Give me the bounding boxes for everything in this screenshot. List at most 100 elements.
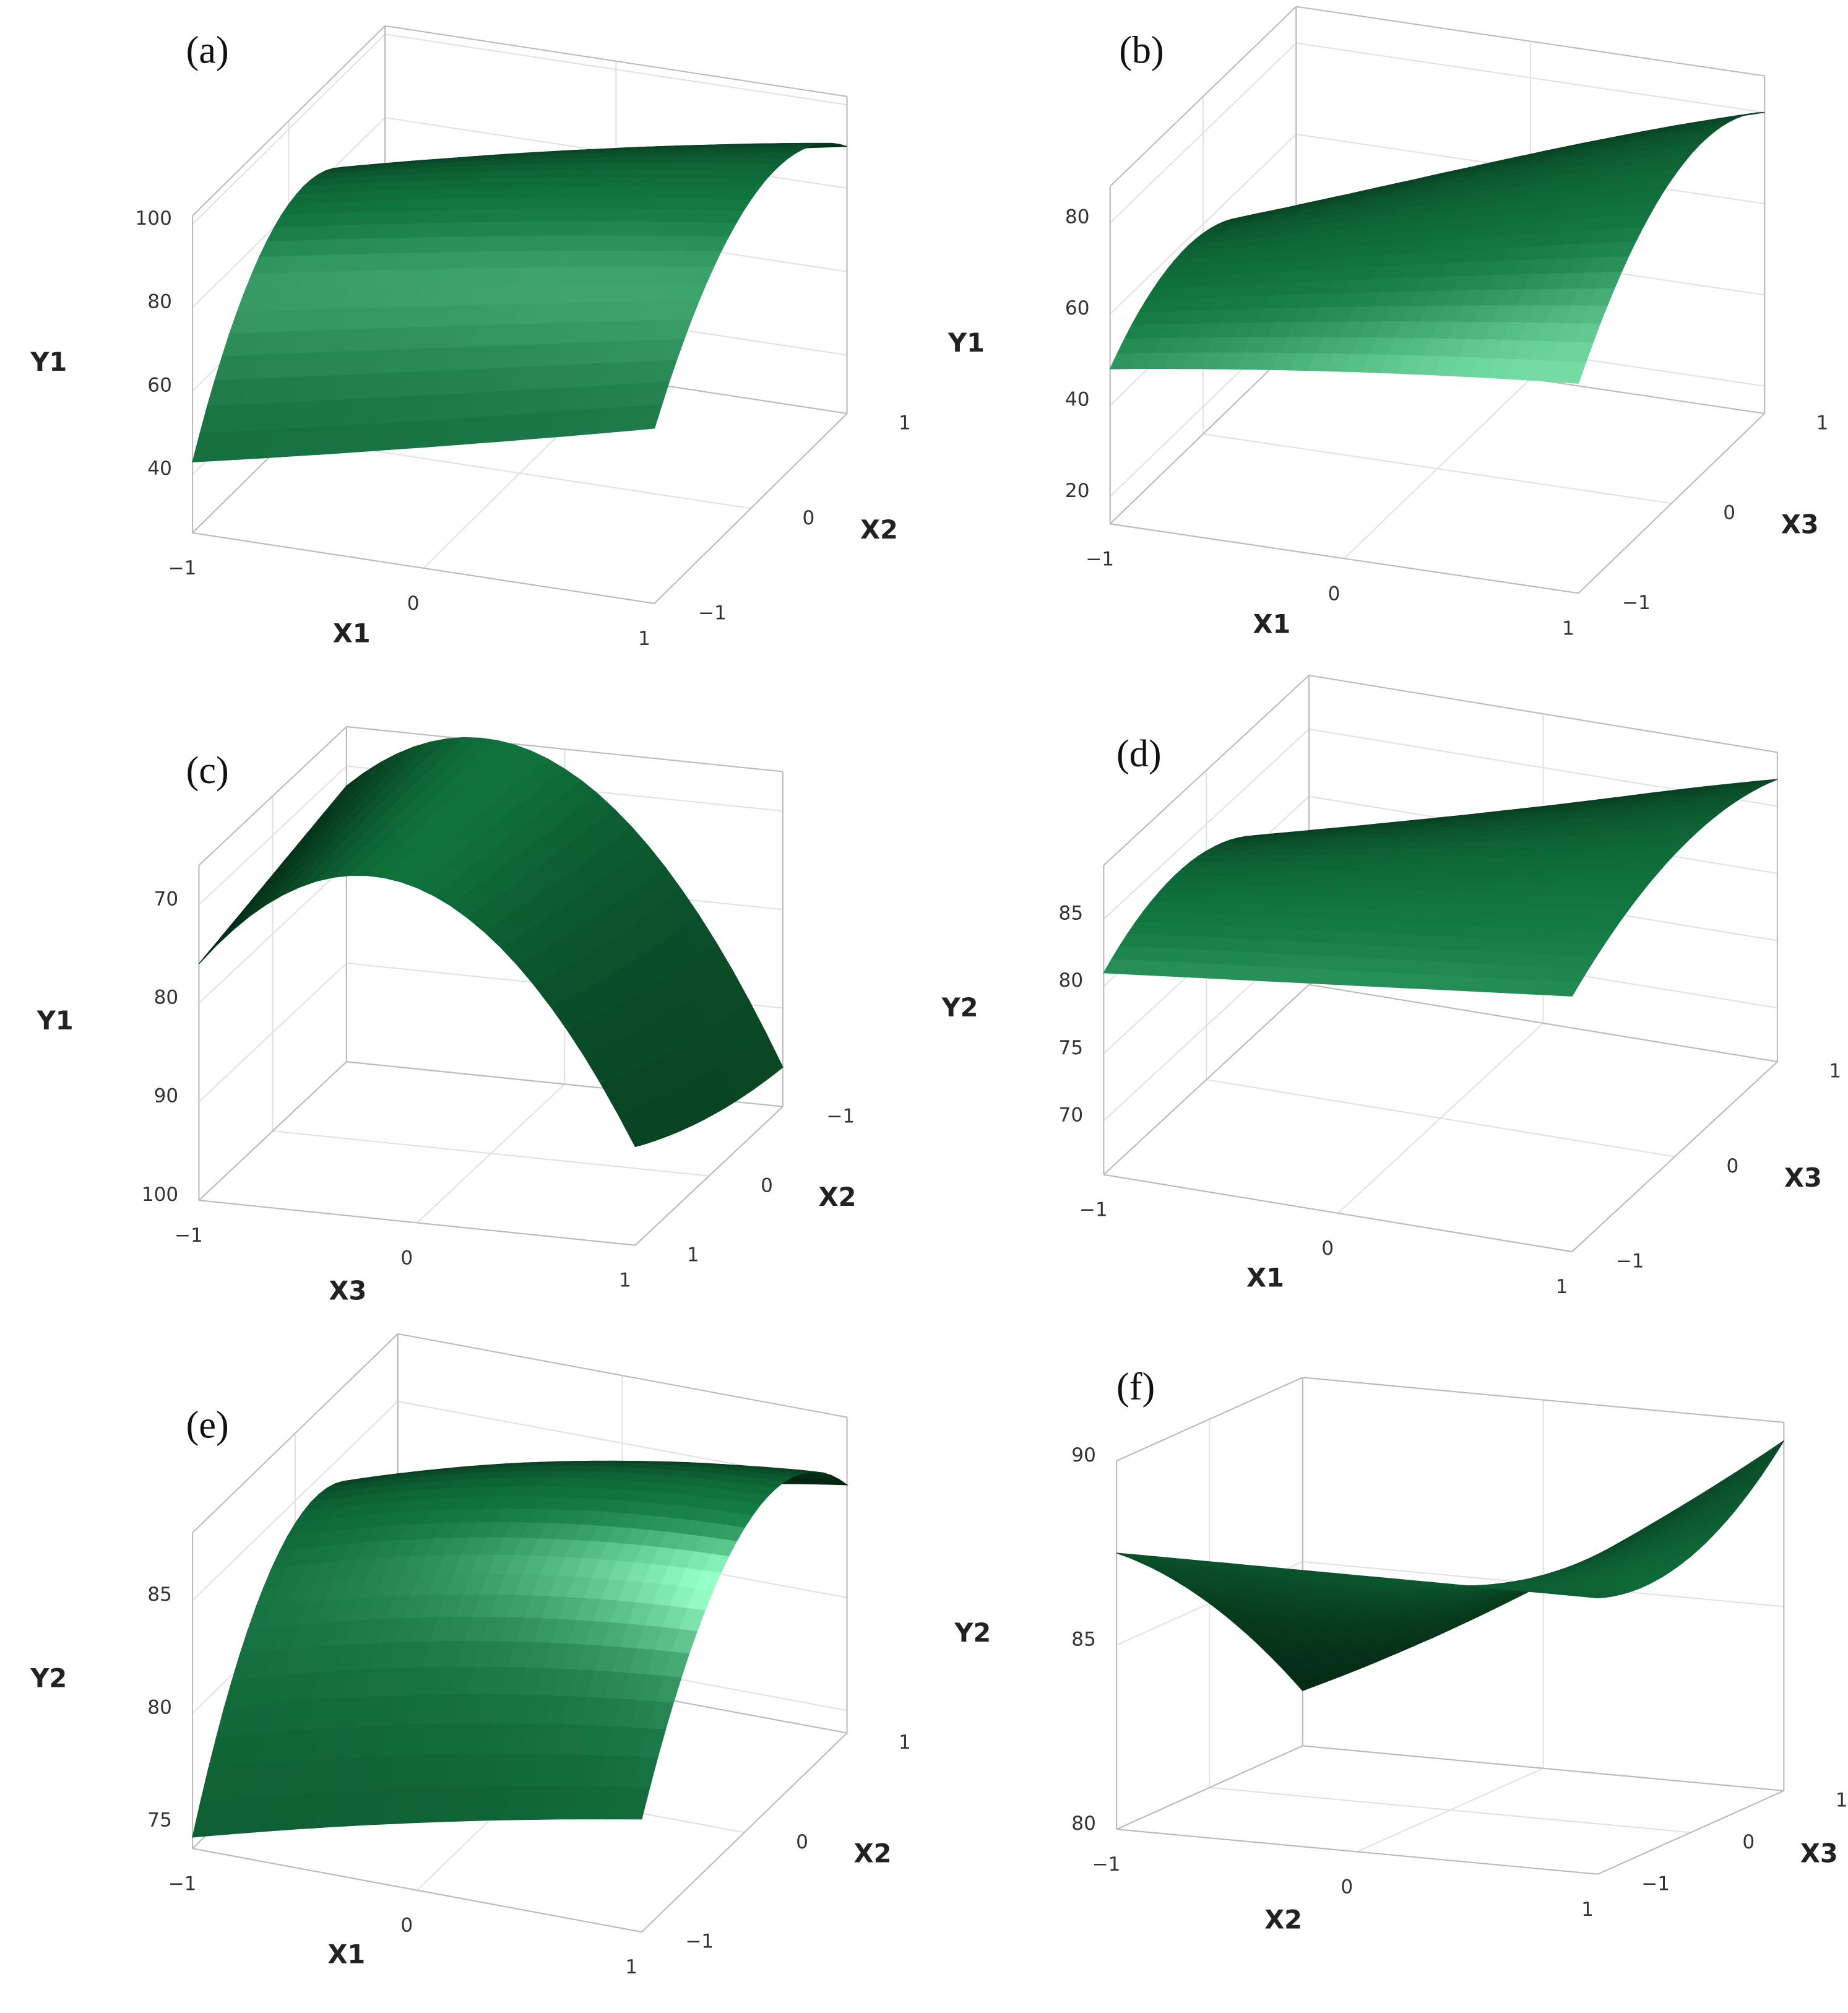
panel-label: (b): [1119, 30, 1164, 72]
box-edge: [1116, 1829, 1598, 1875]
surface-patch: [1560, 361, 1587, 384]
z-axis-title: Y2: [30, 1664, 67, 1694]
grid-line: [272, 1130, 709, 1177]
z-axis-title: Y1: [948, 328, 985, 358]
z-axis-title: Y1: [37, 1006, 74, 1036]
x-axis-title: X1: [1246, 1263, 1284, 1293]
x-tick-label: 1: [625, 1956, 637, 1978]
box-edge: [192, 532, 655, 604]
y-axis-title: X2: [854, 1839, 892, 1869]
grid-line: [198, 864, 347, 1004]
x-tick-label: 1: [619, 1270, 631, 1292]
z-tick-label: 40: [1065, 388, 1090, 410]
x-axis-title: X1: [327, 1939, 365, 1969]
grid-line: [1296, 42, 1765, 113]
y-tick-label: −1: [1641, 1872, 1670, 1895]
x-tick-label: −1: [1092, 1853, 1121, 1876]
x-tick-label: 0: [1341, 1876, 1353, 1898]
y-axis-title: X3: [1800, 1839, 1838, 1869]
x-tick-label: 0: [400, 1247, 413, 1269]
y-tick-label: 1: [899, 412, 911, 435]
x-tick-label: −1: [1086, 548, 1114, 570]
z-tick-label: 85: [147, 1583, 172, 1606]
y-tick-label: −1: [685, 1931, 714, 1953]
z-tick-label: 100: [142, 1184, 178, 1206]
y-tick-label: −1: [1616, 1250, 1644, 1273]
box-edge: [1110, 523, 1579, 594]
panel-label: (e): [186, 1404, 229, 1446]
box-edge: [641, 1732, 848, 1933]
box-edge: [1103, 1174, 1573, 1253]
x-tick-label: 0: [1321, 1237, 1334, 1260]
box-edge: [192, 25, 386, 217]
grid-line: [1209, 1786, 1691, 1833]
z-tick-label: 85: [1059, 903, 1084, 925]
z-tick-label: 70: [154, 888, 179, 910]
box-edge: [192, 1848, 642, 1933]
surface-patch: [636, 404, 663, 431]
y-axis-title: X2: [819, 1182, 857, 1212]
panel-label: (f): [1116, 1366, 1155, 1408]
y-tick-label: −1: [1622, 592, 1651, 614]
z-tick-label: 80: [147, 291, 172, 313]
z-axis-title: Y2: [954, 1618, 991, 1648]
y-axis-title: X3: [1781, 509, 1819, 539]
x-tick-label: 1: [638, 628, 650, 650]
z-tick-label: 40: [147, 457, 172, 480]
box-edge: [654, 413, 848, 604]
y-tick-label: 0: [1723, 502, 1735, 524]
box-edge: [346, 725, 784, 773]
box-edge: [1578, 413, 1765, 594]
y-axis-title: X3: [1784, 1163, 1822, 1193]
z-tick-label: 90: [1071, 1444, 1096, 1466]
x-tick-label: −1: [168, 1872, 197, 1895]
y-tick-label: 1: [1836, 1790, 1848, 1812]
x-tick-label: 0: [1328, 582, 1341, 605]
grid-line: [1109, 134, 1297, 315]
x-tick-label: 0: [400, 1915, 413, 1937]
y-tick-label: 1: [687, 1244, 699, 1266]
z-tick-label: 80: [147, 1696, 172, 1718]
y-axis-title: X2: [860, 515, 898, 545]
box-edge: [198, 1061, 347, 1201]
x-tick-label: −1: [1079, 1199, 1108, 1221]
y-tick-label: 0: [761, 1174, 773, 1197]
grid-line: [1202, 433, 1672, 504]
box-edge: [1109, 6, 1297, 187]
box-edge: [1296, 6, 1765, 77]
z-tick-label: 20: [1065, 480, 1090, 502]
box-edge: [199, 1200, 636, 1246]
y-tick-label: 1: [1829, 1060, 1841, 1083]
y-tick-label: 1: [899, 1731, 911, 1754]
box-edge: [634, 1106, 784, 1246]
box-edge: [1597, 1790, 1784, 1875]
box-edge: [198, 726, 347, 866]
z-tick-label: 80: [1059, 969, 1084, 992]
y-tick-label: 0: [1742, 1831, 1755, 1853]
y-tick-label: −1: [698, 602, 727, 624]
z-tick-label: 60: [147, 374, 172, 396]
x-tick-label: −1: [168, 557, 197, 579]
x-tick-label: 1: [1581, 1898, 1594, 1921]
grid-line: [198, 765, 347, 906]
panel-label: (a): [186, 30, 229, 72]
z-tick-label: 100: [136, 207, 172, 230]
grid-line: [198, 963, 347, 1102]
x-axis-title: X2: [1264, 1905, 1302, 1934]
box-edge: [1571, 1061, 1778, 1252]
grid-line: [384, 33, 847, 106]
x-tick-label: −1: [175, 1224, 203, 1247]
z-tick-label: 80: [154, 986, 179, 1008]
z-tick-label: 80: [1065, 206, 1090, 228]
grid-line: [1109, 42, 1297, 223]
panel-label: (c): [186, 750, 229, 792]
z-axis-title: Y2: [941, 993, 978, 1023]
box-edge: [384, 25, 847, 97]
z-tick-label: 75: [1059, 1037, 1084, 1059]
y-tick-label: 0: [802, 507, 814, 529]
y-tick-label: 0: [1726, 1155, 1738, 1177]
y-tick-label: −1: [826, 1105, 855, 1127]
box-edge: [1109, 344, 1297, 525]
